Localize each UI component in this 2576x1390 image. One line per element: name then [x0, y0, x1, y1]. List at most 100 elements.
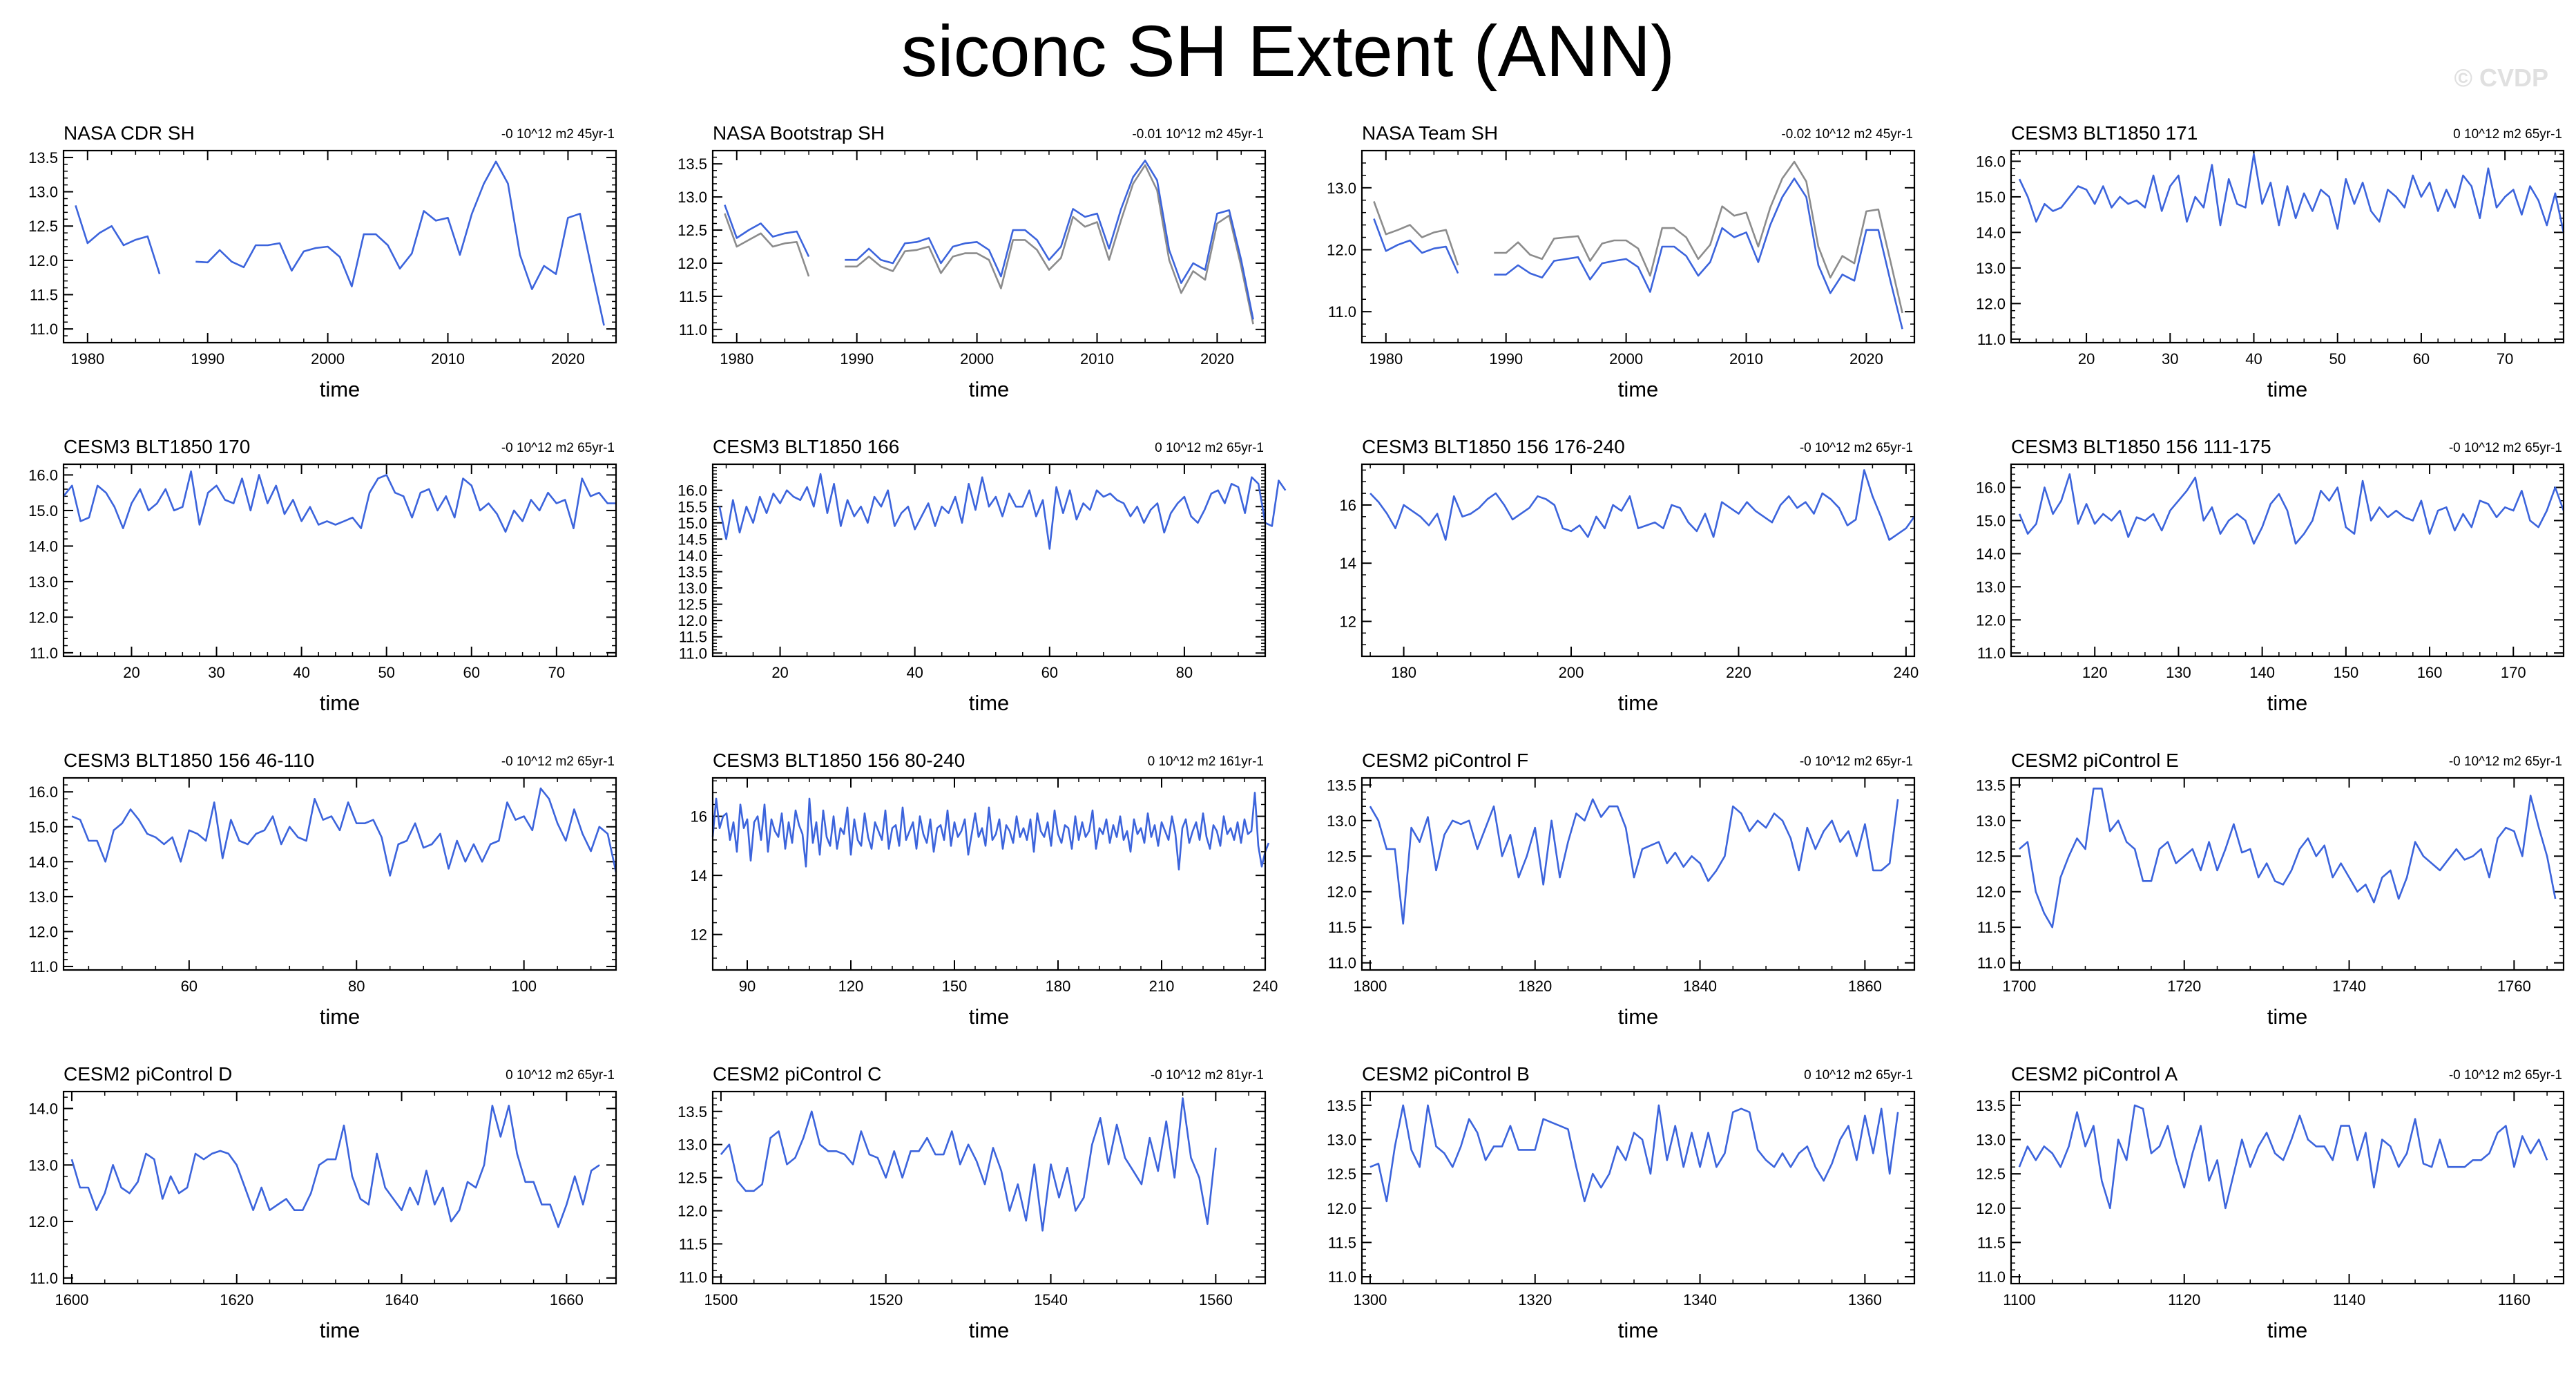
y-tick-label: 13.0	[1327, 180, 1356, 197]
plot-frame	[711, 463, 1267, 658]
x-axis-label: time	[969, 377, 1010, 401]
x-tick-label: 210	[1149, 978, 1175, 995]
series-line-primary	[2018, 1104, 2548, 1210]
y-tick-label: 16	[1340, 497, 1356, 514]
plot-frame	[2010, 777, 2565, 971]
x-tick-label: 1300	[1353, 1291, 1387, 1308]
series-line-primary	[2019, 788, 2557, 929]
x-tick-label: 70	[548, 664, 565, 681]
trend-label: -0 10^12 m2 65yr-1	[1800, 754, 1913, 769]
x-tick-label: 2020	[1200, 350, 1234, 368]
x-tick-label: 1100	[2003, 1291, 2035, 1308]
y-tick-label: 11.0	[30, 645, 58, 662]
chart-panel-15: CESM2 piControl B 0 10^12 m2 65yr-1 11.0 11…	[1327, 1063, 1916, 1342]
y-tick-label: 11.5	[30, 287, 58, 304]
series-line-secondary	[1494, 160, 1903, 314]
x-tick-label: 220	[1726, 664, 1751, 681]
y-tick-label: 16	[691, 808, 707, 826]
x-tick-label: 1820	[1518, 978, 1552, 995]
y-tick-label: 13.0	[1976, 812, 2006, 830]
x-tick-label: 20	[771, 664, 788, 681]
plot-frame	[62, 1090, 617, 1285]
x-tick-label: 50	[2329, 350, 2345, 368]
x-tick-label: 2020	[551, 350, 585, 368]
panel-title: CESM3 BLT1850 156 46-110	[64, 750, 314, 771]
x-tick-label: 180	[1391, 664, 1416, 681]
x-tick-label: 60	[463, 664, 480, 681]
trend-label: -0 10^12 m2 65yr-1	[2449, 441, 2562, 455]
plot-frame	[1361, 777, 1916, 971]
series-line-primary	[724, 204, 810, 257]
y-tick-label: 15.0	[28, 502, 58, 520]
y-tick-label: 12.5	[28, 218, 58, 235]
x-tick-label: 1660	[550, 1291, 584, 1308]
x-tick-label: 100	[511, 978, 537, 995]
x-tick-label: 80	[1176, 664, 1193, 681]
y-tick-label: 16.0	[28, 783, 58, 801]
x-tick-label: 200	[1559, 664, 1584, 681]
x-tick-label: 1740	[2332, 978, 2366, 995]
trend-label: -0.02 10^12 m2 45yr-1	[1781, 127, 1913, 142]
y-tick-label: 11.5	[679, 288, 707, 305]
y-tick-label: 12	[1340, 613, 1356, 630]
y-tick-label: 11.0	[1977, 1268, 2006, 1286]
plot-frame	[1361, 463, 1916, 658]
y-tick-label: 13.0	[1976, 1132, 2006, 1149]
x-tick-label: 2000	[960, 350, 994, 368]
y-tick-label: 12.5	[677, 222, 707, 239]
x-tick-label: 120	[2082, 664, 2108, 681]
series-line-primary	[720, 1097, 1217, 1232]
y-tick-label: 11.5	[1328, 919, 1356, 936]
panel-title: CESM2 piControl E	[2011, 750, 2179, 771]
x-tick-label: 140	[2249, 664, 2275, 681]
panel-title: NASA CDR SH	[64, 122, 195, 144]
plot-frame	[62, 777, 617, 971]
x-tick-label: 240	[1253, 978, 1278, 995]
plot-frame	[711, 1090, 1267, 1285]
y-tick-label: 13.5	[1976, 1097, 2006, 1114]
trend-label: -0 10^12 m2 65yr-1	[2449, 754, 2562, 769]
x-tick-label: 1640	[385, 1291, 419, 1308]
x-tick-label: 1990	[840, 350, 874, 368]
y-tick-label: 13.0	[28, 888, 58, 906]
y-tick-label: 13.5	[1327, 777, 1356, 794]
y-tick-label: 12.0	[1327, 241, 1356, 258]
main-title: siconc SH Extent (ANN)	[901, 11, 1675, 92]
x-tick-label: 1980	[720, 350, 753, 368]
x-tick-label: 1340	[1683, 1291, 1717, 1308]
plot-frame	[711, 777, 1267, 971]
y-tick-label: 11.0	[1977, 955, 2006, 972]
x-axis-label: time	[969, 691, 1010, 715]
trend-label: 0 10^12 m2 65yr-1	[1804, 1068, 1913, 1083]
y-tick-label: 12.0	[677, 612, 707, 629]
y-tick-label: 12.5	[1976, 848, 2006, 865]
y-tick-label: 14.5	[677, 531, 707, 548]
x-tick-label: 40	[906, 664, 923, 681]
x-tick-label: 1520	[869, 1291, 903, 1308]
panel-title: CESM2 piControl D	[64, 1063, 232, 1085]
series-line-primary	[1369, 1104, 1899, 1203]
x-tick-label: 1500	[704, 1291, 738, 1308]
plot-frame	[1361, 149, 1916, 344]
y-tick-label: 13.0	[28, 1156, 58, 1174]
x-tick-label: 130	[2166, 664, 2191, 681]
x-axis-label: time	[969, 1318, 1010, 1342]
y-tick-label: 15.0	[1976, 189, 2006, 206]
x-tick-label: 20	[2078, 350, 2095, 368]
series-line-primary	[1369, 469, 1916, 541]
chart-panel-9: CESM3 BLT1850 156 46-110 -0 10^12 m2 65yr…	[28, 750, 617, 1029]
series-line-primary	[70, 1105, 600, 1228]
x-axis-label: time	[320, 377, 361, 401]
x-tick-label: 1600	[55, 1291, 88, 1308]
x-tick-label: 1720	[2167, 978, 2201, 995]
y-tick-label: 11.5	[1977, 919, 2006, 936]
panel-title: NASA Bootstrap SH	[713, 122, 885, 144]
x-tick-label: 20	[123, 664, 140, 681]
panel-title: CESM2 piControl B	[1362, 1063, 1530, 1085]
panel-title: CESM3 BLT1850 166	[713, 436, 899, 457]
y-tick-label: 11.0	[30, 958, 58, 975]
series-line-primary	[75, 205, 161, 275]
x-tick-label: 1800	[1353, 978, 1387, 995]
trend-label: 0 10^12 m2 161yr-1	[1148, 754, 1264, 769]
